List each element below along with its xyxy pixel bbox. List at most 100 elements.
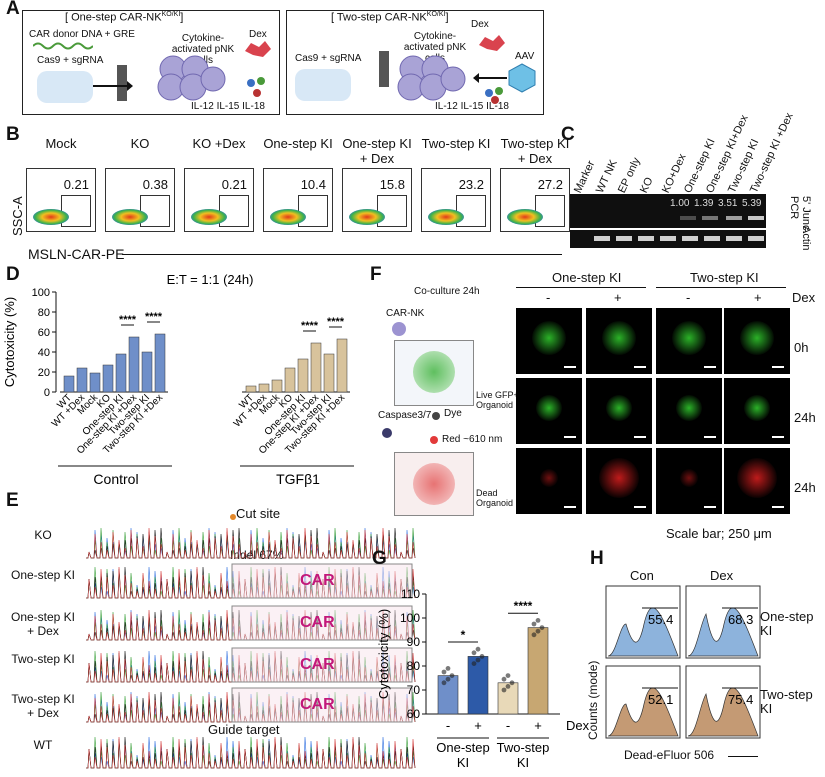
microscopy-image [656, 308, 722, 374]
histogram-curve [687, 607, 759, 657]
seq-row-label: One-step KI + Dex [10, 610, 76, 638]
y-tick-label: 80 [38, 307, 50, 319]
chromatogram [86, 736, 416, 769]
bar [128, 336, 140, 393]
dex-sign: + [534, 718, 542, 733]
actin-band [726, 236, 742, 241]
col-label-con: Con [630, 568, 654, 583]
data-point [531, 632, 537, 638]
cas9-complex-icon-2 [295, 69, 351, 101]
flow-sample-name: Two-step KI [421, 136, 491, 151]
caspase-icon [382, 428, 392, 438]
actin-band [682, 236, 698, 241]
arrow-icon-2 [473, 73, 507, 83]
il-text-2: IL-12 IL-15 IL-18 [435, 101, 509, 112]
car-region [231, 563, 413, 599]
coculture-label: Co-culture 24h [414, 286, 480, 297]
seq-row-label: WT [33, 738, 53, 752]
electroporator-icon [117, 65, 127, 101]
y-tick-label: 60 [407, 707, 421, 721]
data-point [449, 673, 455, 678]
microscopy-image [724, 308, 790, 374]
flow-plot: 23.2 [421, 168, 491, 232]
dead-efluor-label: Dead-eFluor 506 [624, 748, 715, 762]
flow-percent: 0.21 [221, 177, 247, 192]
y-tick-label: 60 [38, 327, 50, 339]
scale-bar [634, 436, 646, 438]
actin-band [616, 236, 632, 241]
msln-axis-label: MSLN-CAR-PE [28, 246, 125, 262]
bar [271, 379, 283, 393]
panel-label-e: E [6, 490, 19, 511]
flow-sample-name: KO +Dex [192, 136, 246, 151]
group-label-one-step: One-step KI [552, 270, 622, 285]
band-ratio: 1.00 [670, 198, 690, 209]
actin-band [748, 236, 764, 241]
scale-bar [704, 366, 716, 368]
y-tick-label: 70 [407, 683, 421, 697]
sign-4: + [754, 290, 762, 305]
bar [115, 353, 127, 393]
flow-sample-name: One-step KI [263, 136, 333, 151]
flow-gate [535, 195, 565, 227]
chromatogram [86, 687, 416, 723]
band-ratio: 5.39 [742, 198, 762, 209]
flow-density [270, 209, 306, 225]
scale-bar [634, 506, 646, 508]
trace [86, 736, 416, 769]
car-donor-text: CAR donor DNA + GRE [29, 29, 135, 40]
data-point [505, 673, 511, 678]
flow-density [428, 209, 464, 225]
bar [437, 675, 459, 715]
organoid-signal [536, 395, 562, 421]
band-ratio: 3.51 [718, 198, 738, 209]
red-dye-icon [430, 436, 438, 444]
seq-row-label: Two-step KI [11, 652, 75, 666]
histogram-curve [607, 687, 679, 737]
panel-label-f: F [370, 264, 382, 285]
pcr-band [748, 216, 764, 220]
bar [63, 375, 75, 393]
organoid-signal [532, 321, 566, 355]
car-label: CAR [300, 572, 335, 589]
flow-density [191, 209, 227, 225]
cut-site-label: Cut site [236, 506, 281, 521]
aav-icon [508, 63, 536, 93]
flow-gate [456, 195, 486, 227]
trace [86, 527, 416, 559]
bar [310, 342, 322, 393]
scale-bar [772, 436, 784, 438]
data-point [479, 654, 485, 659]
one-step-title: [ One-step CAR-NKKO/KI] [65, 11, 184, 24]
one-step-schematic: [ One-step CAR-NKKO/KI] CAR donor DNA + … [22, 10, 280, 115]
nk-cells-icon [157, 55, 226, 101]
bar [245, 385, 257, 393]
y-axis-label: Cytotoxicity (%) [2, 297, 17, 387]
carnk-cell-icon [392, 322, 406, 336]
organoid-signal [602, 321, 636, 355]
chromatogram [86, 563, 416, 599]
flow-density [507, 209, 543, 225]
guide-target-label: Guide target [208, 722, 280, 737]
red-label: Red ~610 nm [442, 434, 503, 445]
two-step-title: [ Two-step CAR-NKKO/KI] [331, 11, 449, 24]
y-tick-label: 80 [407, 659, 421, 673]
organoid-signal [744, 395, 770, 421]
scale-bar [772, 506, 784, 508]
bar [102, 364, 114, 393]
lane-label: KO [638, 175, 656, 196]
y-tick-label: 20 [38, 367, 50, 379]
data-point [539, 625, 545, 630]
pcr-band [702, 216, 718, 220]
dex-sign: - [446, 718, 450, 733]
dex-text-2: Dex [471, 19, 489, 30]
flow-gate [377, 195, 407, 227]
scale-bar [634, 366, 646, 368]
data-point [471, 661, 477, 666]
data-point [531, 621, 537, 627]
chromatogram [86, 527, 416, 559]
row-label-0h: 0h [794, 340, 809, 355]
bar [297, 358, 309, 393]
bar [527, 627, 549, 715]
data-point [475, 646, 481, 652]
